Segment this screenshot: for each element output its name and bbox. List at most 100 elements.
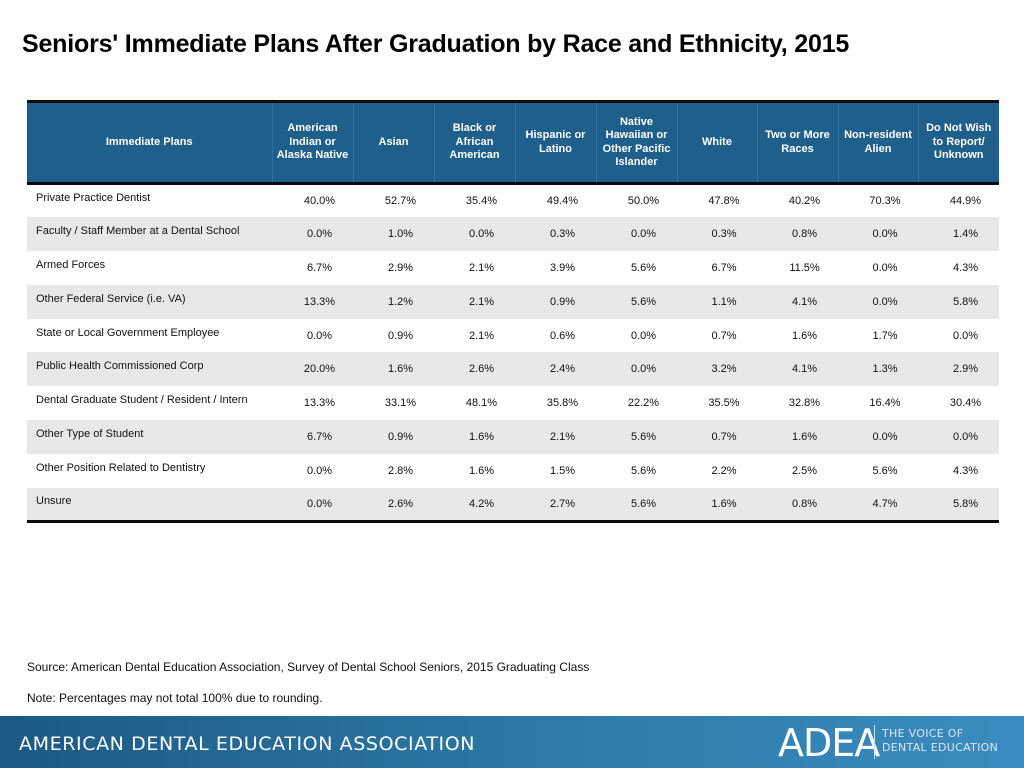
page-title: Seniors' Immediate Plans After Graduatio… (22, 30, 850, 58)
table-row: Unsure 0.0% 2.6% 4.2% 2.7% 5.6% 1.6% 0.8% 4.7% 5.… (27, 487, 999, 522)
table-cell: 5.6% (596, 420, 677, 454)
table-row: State or Local Government Employee 0.0% 0.… (27, 318, 999, 353)
table-cell: 0.0% (838, 284, 918, 319)
row-plan-label: Armed Forces (27, 251, 272, 285)
table-cell: 4.3% (918, 251, 999, 285)
adea-logo: ADEA (778, 721, 880, 765)
table-cell: 4.3% (918, 453, 999, 488)
table-cell: 5.6% (838, 453, 918, 488)
footer-tagline: THE VOICE OF DENTAL EDUCATION (882, 727, 1012, 755)
table-cell: 2.2% (677, 453, 757, 488)
table-cell: 11.5% (757, 251, 838, 285)
table-cell: 1.6% (434, 420, 515, 454)
table-cell: 35.4% (434, 183, 515, 218)
table-row: Other Position Related to Dentistry 0.0% 2… (27, 453, 999, 488)
table-cell: 2.1% (434, 284, 515, 319)
row-plan-label: Other Federal Service (i.e. VA) (27, 284, 272, 319)
table-cell: 0.0% (838, 217, 918, 252)
header-col-4: Hispanic or Latino (514, 101, 596, 184)
table-cell: 2.1% (515, 420, 596, 454)
table-cell: 0.8% (757, 217, 838, 252)
footer-tagline-line1: THE VOICE OF (882, 727, 964, 740)
footer-bar: AMERICAN DENTAL EDUCATION ASSOCIATION AD… (0, 716, 1024, 768)
header-col-2: Asian (352, 101, 434, 184)
table-cell: 6.7% (272, 420, 353, 454)
table-cell: 5.8% (918, 487, 999, 522)
table-row: Armed Forces 6.7% 2.9% 2.1% 3.9% 5.6% 6.7% 11.5… (27, 251, 999, 285)
header-col-3: Black or African American (433, 101, 515, 184)
table-cell: 0.3% (677, 217, 757, 252)
table-cell: 3.9% (515, 251, 596, 285)
table-cell: 0.0% (272, 453, 353, 488)
table-cell: 1.5% (515, 453, 596, 488)
row-plan-label: Private Practice Dentist (27, 183, 272, 218)
table-cell: 48.1% (434, 386, 515, 421)
row-plan-label: Other Type of Student (27, 420, 272, 454)
table-cell: 49.4% (515, 183, 596, 218)
table-cell: 52.7% (353, 183, 434, 218)
table-cell: 2.4% (515, 352, 596, 387)
row-plan-label: Unsure (27, 487, 272, 522)
table-cell: 33.1% (353, 386, 434, 421)
table-cell: 40.2% (757, 183, 838, 218)
header-col-5: Native Hawaiian or Other Pacific Islande… (595, 101, 677, 184)
footer-org-name: AMERICAN DENTAL EDUCATION ASSOCIATION (19, 733, 476, 755)
header-col-7: Two or More Races (756, 101, 838, 184)
table-cell: 0.3% (515, 217, 596, 252)
table-cell: 2.6% (434, 352, 515, 387)
table-row: Other Type of Student 6.7% 0.9% 1.6% 2.1% 5.6… (27, 420, 999, 454)
table-header: Immediate Plans American Indian or Alaska… (27, 101, 999, 184)
table-cell: 4.1% (757, 284, 838, 319)
table-cell: 4.2% (434, 487, 515, 522)
header-col-6: White (676, 101, 757, 184)
table-cell: 0.0% (838, 420, 918, 454)
table-cell: 2.1% (434, 318, 515, 353)
table-cell: 6.7% (272, 251, 353, 285)
table-cell: 2.6% (353, 487, 434, 522)
table-cell: 16.4% (838, 386, 918, 421)
table-cell: 0.7% (677, 420, 757, 454)
table-cell: 40.0% (272, 183, 353, 218)
table-cell: 0.0% (596, 318, 677, 353)
table-cell: 4.7% (838, 487, 918, 522)
header-col-9: Do Not Wish to Report/ Unknown (917, 101, 999, 184)
table-cell: 0.9% (353, 420, 434, 454)
table-cell: 0.0% (272, 487, 353, 522)
table-cell: 1.6% (757, 420, 838, 454)
table-cell: 5.8% (918, 284, 999, 319)
row-plan-label: Dental Graduate Student / Resident / Int… (27, 386, 272, 421)
table-cell: 0.0% (596, 217, 677, 252)
table-cell: 0.0% (272, 217, 353, 252)
table-cell: 35.8% (515, 386, 596, 421)
table-cell: 0.0% (918, 318, 999, 353)
table-cell: 0.0% (272, 318, 353, 353)
row-plan-label: Public Health Commissioned Corp (27, 352, 272, 387)
table-cell: 2.9% (918, 352, 999, 387)
table-cell: 1.6% (353, 352, 434, 387)
table-cell: 50.0% (596, 183, 677, 218)
table-cell: 3.2% (677, 352, 757, 387)
table-body: Private Practice Dentist 40.0% 52.7% 35.4% 4… (27, 183, 999, 522)
table-cell: 5.6% (596, 487, 677, 522)
plans-table: Immediate Plans American Indian or Alaska… (27, 100, 999, 523)
table-cell: 35.5% (677, 386, 757, 421)
row-plan-label: Faculty / Staff Member at a Dental Schoo… (27, 217, 272, 252)
header-immediate-plans: Immediate Plans (27, 101, 272, 184)
table-row: Private Practice Dentist 40.0% 52.7% 35.4% 4… (27, 183, 999, 218)
header-col-8: Non-resident Alien (837, 101, 918, 184)
table-cell: 0.6% (515, 318, 596, 353)
table-cell: 5.6% (596, 251, 677, 285)
table-cell: 0.9% (515, 284, 596, 319)
table-cell: 0.7% (677, 318, 757, 353)
table-cell: 0.0% (434, 217, 515, 252)
table-cell: 70.3% (838, 183, 918, 218)
table-cell: 1.0% (353, 217, 434, 252)
table-cell: 4.1% (757, 352, 838, 387)
table-cell: 2.9% (353, 251, 434, 285)
table-row: Other Federal Service (i.e. VA) 13.3% 1.2%… (27, 284, 999, 319)
table-cell: 5.6% (596, 284, 677, 319)
table-cell: 1.4% (918, 217, 999, 252)
header-col-1: American Indian or Alaska Native (271, 101, 353, 184)
table-cell: 30.4% (918, 386, 999, 421)
row-plan-label: State or Local Government Employee (27, 318, 272, 353)
